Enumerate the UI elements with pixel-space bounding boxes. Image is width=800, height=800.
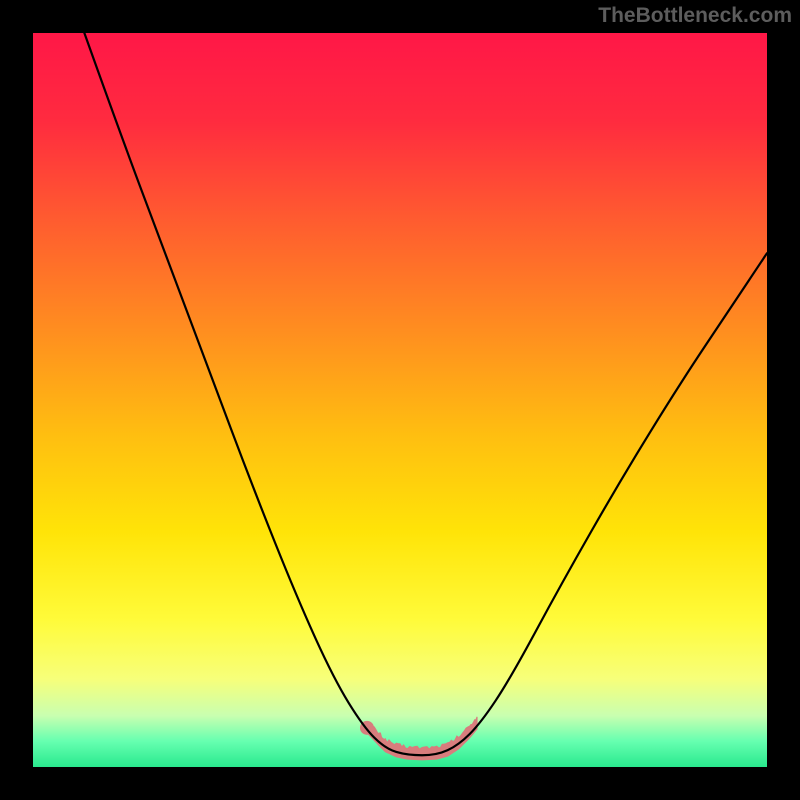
chart-svg: [0, 0, 800, 800]
plot-background: [33, 33, 767, 767]
chart-stage: TheBottleneck.com: [0, 0, 800, 800]
watermark-text: TheBottleneck.com: [598, 4, 792, 28]
